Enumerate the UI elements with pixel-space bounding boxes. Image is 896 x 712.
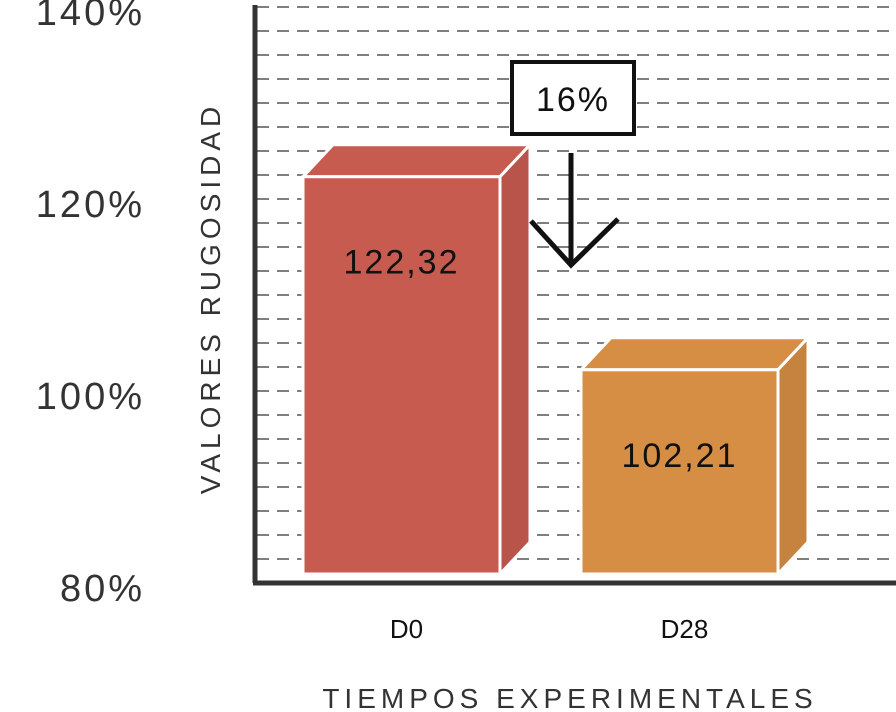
bar-side-face: [498, 140, 532, 578]
y-tick-label: 120%: [36, 184, 145, 226]
annotation-label: 16%: [536, 81, 610, 119]
x-tick-labels: D0 D28: [390, 614, 708, 644]
bar-side-face: [776, 333, 810, 578]
y-tick-labels: 80% 100% 120% 140%: [36, 0, 145, 610]
y-axis-title: VALORES RUGOSIDAD: [195, 102, 226, 495]
bar-top-face: [577, 336, 812, 372]
x-tick-label: D0: [390, 614, 423, 644]
bar-top-face: [299, 143, 534, 179]
bar-front-face: [579, 368, 780, 576]
y-tick-label: 100%: [36, 376, 145, 418]
annotation: 16%: [510, 60, 636, 269]
x-axis-title: TIEMPOS EXPERIMENTALES: [322, 683, 817, 712]
annotation-arrow-head-icon: [529, 217, 620, 269]
bar-d0: 122,32: [299, 140, 534, 578]
bars: 122,32 102,21: [299, 140, 812, 578]
bar-value-label: 102,21: [622, 437, 738, 475]
y-tick-label: 80%: [60, 568, 145, 610]
y-tick-label: 140%: [36, 0, 145, 34]
bar-front-face: [301, 175, 502, 576]
bar-value-label: 122,32: [344, 244, 460, 282]
x-tick-label: D28: [661, 614, 709, 644]
annotation-box: [510, 60, 636, 136]
bar-d28: 102,21: [577, 333, 812, 578]
